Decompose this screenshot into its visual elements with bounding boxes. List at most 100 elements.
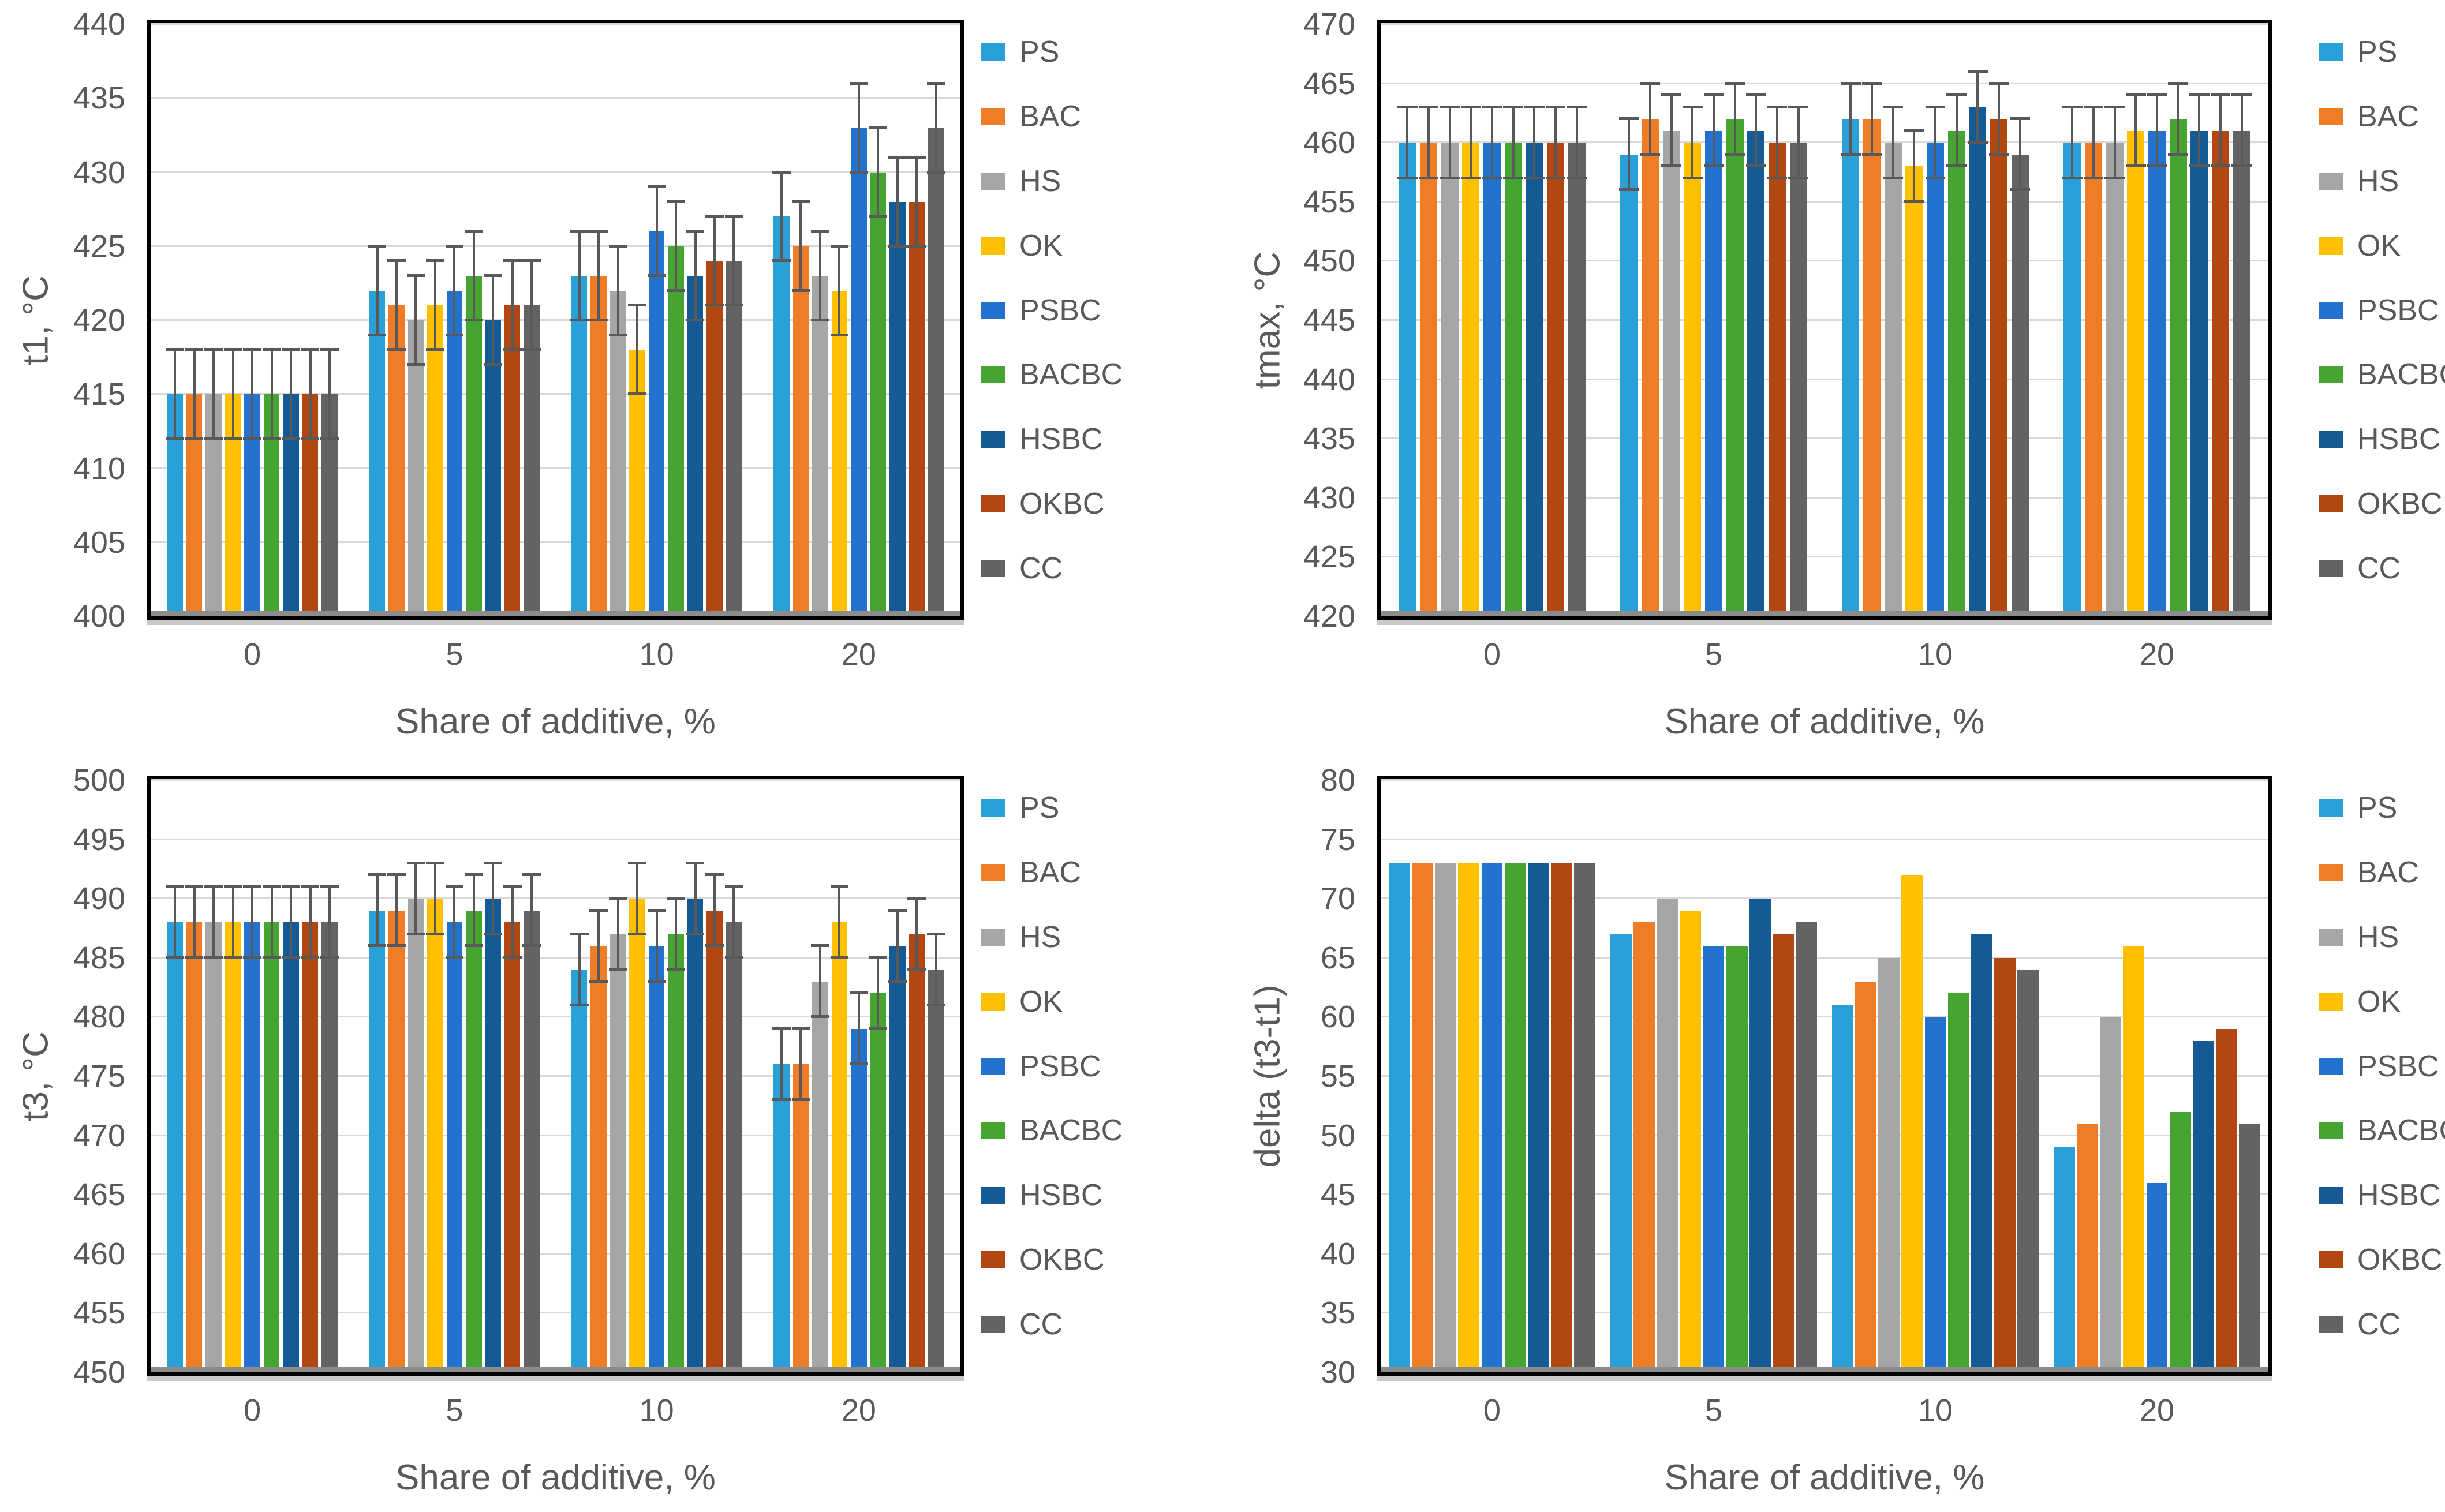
legend-swatch-PS	[981, 43, 1005, 61]
error-bar-cap	[1904, 129, 1924, 132]
error-bar	[251, 350, 254, 439]
legend-swatch-PS	[981, 799, 1005, 817]
bar-OKBC-20	[2215, 1028, 2237, 1372]
error-bar-cap	[1861, 81, 1882, 85]
error-bar	[915, 157, 918, 246]
bar-BAC-10	[590, 946, 607, 1372]
error-bar-cap	[1503, 176, 1523, 179]
gridline	[151, 171, 960, 173]
error-bar	[433, 863, 436, 934]
legend-swatch-PS	[2319, 799, 2343, 817]
bar-CC-20	[2238, 1124, 2260, 1372]
error-bar-cap	[2189, 93, 2210, 97]
error-bar-cap	[223, 437, 242, 440]
bar-OK-20	[831, 290, 848, 616]
error-bar-cap	[1746, 93, 1766, 97]
error-bar	[1733, 83, 1736, 155]
error-bar-cap	[1640, 152, 1661, 156]
legend-item-PS: PS	[981, 791, 1212, 825]
gridline	[1381, 1312, 2268, 1314]
legend-swatch-OKBC	[981, 1251, 1005, 1269]
error-bar	[655, 910, 658, 982]
error-bar	[1934, 107, 1936, 178]
error-bar-cap	[811, 319, 829, 321]
error-bar-cap	[888, 979, 907, 983]
error-bar-cap	[1567, 105, 1587, 108]
error-bar-cap	[608, 333, 627, 336]
bar-PSBC-20	[851, 1028, 867, 1372]
bar-CC-10	[2017, 970, 2039, 1372]
error-bar	[780, 172, 783, 261]
legend-item-BAC: BAC	[981, 99, 1212, 134]
plot-area	[147, 776, 964, 1376]
legend-swatch-CC	[981, 560, 1005, 577]
legend-item-PSBC: PSBC	[2319, 1049, 2443, 1084]
x-axis-line	[151, 1367, 960, 1372]
error-bar-cap	[1946, 93, 1967, 97]
error-bar-cap	[262, 956, 281, 959]
error-bar-cap	[705, 873, 724, 877]
gridline	[1381, 260, 2268, 262]
legend-item-OKBC: OKBC	[981, 486, 1212, 521]
error-bar-cap	[647, 274, 666, 278]
x-axis-line	[151, 611, 960, 616]
legend-item-HS: HS	[2319, 920, 2443, 955]
bar-BACBC-10	[1947, 130, 1965, 616]
legend-label: PS	[2357, 791, 2398, 825]
bar-OKBC-20	[909, 201, 925, 616]
legend-swatch-HSBC	[981, 1187, 1005, 1204]
bar-CC-0	[1573, 863, 1595, 1372]
error-bar	[530, 261, 533, 350]
legend-label: BACBC	[1019, 358, 1123, 392]
error-bar-cap	[686, 861, 705, 864]
error-bar-cap	[811, 1015, 829, 1019]
y-tick-label: 60	[1320, 1000, 1355, 1035]
bar-HSBC-5	[1749, 899, 1771, 1372]
bar-PSBC-20	[851, 128, 867, 616]
bar-PSBC-20	[2146, 1182, 2168, 1372]
bar-OK-10	[629, 899, 645, 1372]
error-bar	[511, 886, 514, 958]
bar-CC-20	[928, 970, 944, 1372]
error-bar-cap	[724, 304, 743, 307]
x-tick-label: 20	[841, 1393, 876, 1428]
error-bar-cap	[791, 1098, 810, 1102]
error-bar-cap	[667, 968, 685, 971]
bar-CC-10	[726, 261, 742, 616]
gridline	[151, 1016, 960, 1018]
error-bar	[174, 886, 177, 958]
error-bar	[896, 157, 899, 246]
bar-PS-5	[1610, 934, 1632, 1372]
error-bar	[212, 886, 215, 958]
bar-BACBC-20	[870, 993, 887, 1372]
bar-HS-0	[1441, 143, 1459, 616]
gridline	[1381, 897, 2268, 900]
bar-PS-20	[773, 1064, 790, 1372]
bar-BACBC-10	[668, 934, 684, 1372]
legend-item-HSBC: HSBC	[2319, 422, 2443, 456]
error-bar-cap	[185, 437, 204, 440]
error-bar-cap	[426, 932, 444, 935]
error-bar-cap	[1925, 105, 1946, 108]
bar-HSBC-20	[2192, 1041, 2214, 1372]
error-bar	[1976, 72, 1979, 143]
error-bar-cap	[204, 437, 223, 440]
error-bar	[472, 231, 475, 320]
bar-OKBC-0	[1547, 143, 1565, 616]
bar-OKBC-5	[1769, 143, 1786, 616]
bar-OK-10	[1905, 166, 1923, 616]
bar-HS-0	[205, 922, 222, 1372]
error-bar	[675, 899, 678, 970]
legend: PS BAC HS OK PSBC BACBC HSBC OKBC CC	[2319, 791, 2445, 1342]
error-bar-cap	[772, 1098, 791, 1102]
gridline	[151, 1252, 960, 1255]
error-bar	[857, 993, 860, 1065]
error-bar-cap	[1440, 176, 1460, 179]
bar-PS-0	[167, 922, 183, 1372]
legend-swatch-OK	[2319, 993, 2343, 1011]
legend-swatch-BAC	[2319, 863, 2343, 881]
gridline	[1381, 1134, 2268, 1136]
bar-OKBC-5	[504, 305, 521, 616]
error-bar-cap	[1968, 141, 1988, 144]
